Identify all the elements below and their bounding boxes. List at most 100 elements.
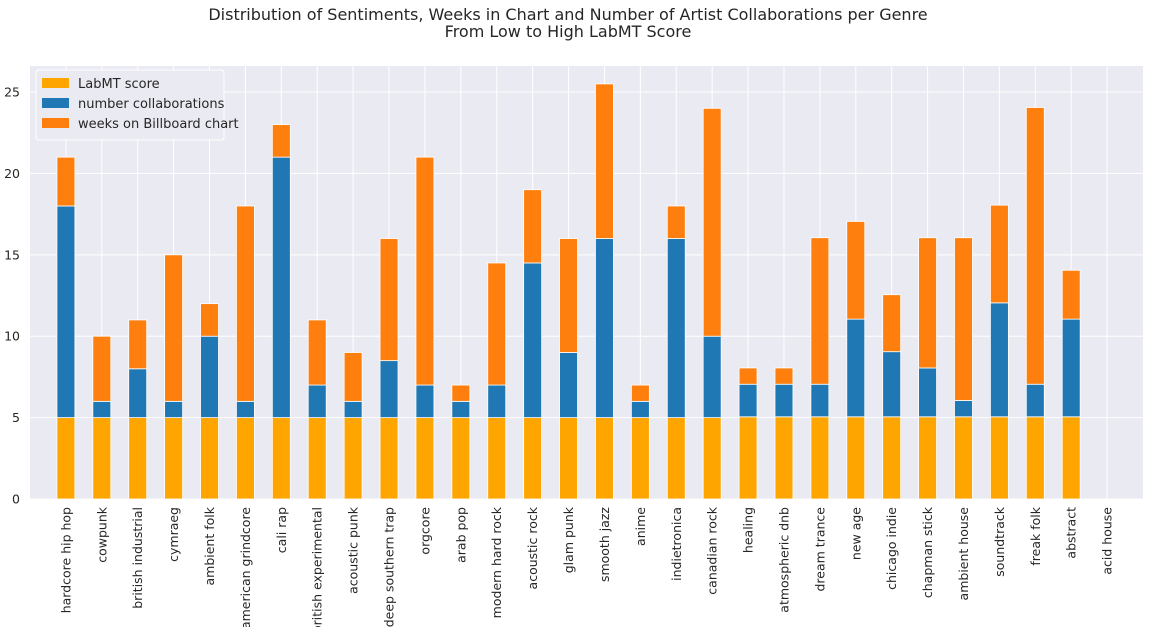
- bar-segment: [271, 417, 291, 500]
- bar-segment: [523, 262, 543, 419]
- bar-segment: [846, 221, 866, 320]
- bar-segment: [774, 383, 794, 418]
- x-tick-label: cowpunk: [94, 506, 109, 563]
- legend-label: weeks on Billboard chart: [78, 117, 239, 132]
- bar-segment: [128, 417, 148, 500]
- x-tick-label: dream trance: [812, 507, 827, 592]
- bar-segment: [1061, 318, 1081, 418]
- bar-segment: [523, 189, 543, 264]
- bar-segment: [200, 335, 219, 419]
- x-tick-label: new age: [848, 507, 863, 560]
- bar-segment: [1025, 107, 1045, 385]
- bar-segment: [954, 416, 973, 500]
- bar-segment: [1061, 269, 1081, 320]
- bar-segment: [595, 238, 614, 419]
- y-tick-label: 10: [4, 329, 20, 344]
- legend-swatch: [42, 78, 69, 88]
- legend: LabMT score number collaborations weeks on…: [35, 69, 239, 141]
- bar-segment: [379, 417, 399, 500]
- x-tick-label: acoustic rock: [525, 506, 540, 589]
- x-tick-label: hardcore hip hop: [58, 507, 73, 613]
- legend-swatch: [42, 118, 69, 128]
- bar-segment: [307, 319, 327, 386]
- x-tick-label: ambient house: [956, 507, 971, 601]
- legend-swatch: [42, 98, 69, 108]
- bar-segment: [343, 352, 363, 402]
- bar-segment: [236, 417, 255, 500]
- bar-segment: [92, 400, 112, 419]
- bar-segment: [630, 417, 650, 500]
- x-tick-label: glam punk: [561, 506, 576, 573]
- bar-segment: [415, 156, 435, 386]
- bar-segment: [523, 417, 543, 500]
- chart-subtitle: From Low to High LabMT Score: [445, 22, 692, 41]
- bar-segment: [954, 237, 973, 401]
- bar-segment: [56, 417, 76, 500]
- bar-segment: [236, 205, 255, 402]
- bar-segment: [666, 417, 686, 500]
- bar-segment: [128, 319, 148, 370]
- x-tick-label: arab pop: [453, 507, 468, 563]
- bar-segment: [56, 156, 76, 207]
- x-tick-label: british experimental: [310, 507, 325, 627]
- bar-segment: [918, 416, 937, 500]
- bar-segment: [846, 416, 866, 500]
- bar-segment: [738, 383, 758, 418]
- bar-segment: [702, 335, 722, 419]
- bar-segment: [451, 417, 471, 500]
- axes: 0 5 10 15 20 25 hardcore hip hop cowpunk british…: [4, 85, 1115, 627]
- legend-label: number collaborations: [78, 97, 225, 112]
- bar-segment: [559, 352, 578, 419]
- bar-segment: [990, 204, 1009, 304]
- bars: [56, 83, 1081, 500]
- bar-segment: [56, 205, 76, 419]
- x-tick-label: modern hard rock: [489, 506, 504, 618]
- bar-segment: [1061, 416, 1081, 500]
- x-tick-label: american grindcore: [238, 507, 253, 627]
- x-tick-label: healing: [741, 507, 756, 553]
- x-tick-label: atmospheric dnb: [776, 507, 791, 613]
- x-tick-label: abstract: [1064, 507, 1079, 559]
- bar-segment: [882, 351, 902, 418]
- bar-segment: [343, 417, 363, 500]
- bar-segment: [451, 400, 471, 419]
- bar-segment: [200, 417, 219, 500]
- bar-segment: [774, 367, 794, 385]
- x-tick-label: cali rap: [274, 507, 289, 553]
- bar-segment: [1025, 383, 1045, 418]
- bar-segment: [1025, 416, 1045, 500]
- x-tick-label: cymraeg: [166, 507, 181, 562]
- bar-segment: [630, 400, 650, 419]
- bar-segment: [451, 384, 471, 402]
- bar-segment: [595, 417, 614, 500]
- bar-segment: [487, 417, 507, 500]
- bar-segment: [702, 417, 722, 500]
- bar-segment: [164, 417, 183, 500]
- bar-segment: [307, 417, 327, 500]
- bar-segment: [918, 367, 937, 418]
- bar-segment: [343, 400, 363, 419]
- bar-segment: [738, 416, 758, 500]
- x-tick-label: acoustic punk: [346, 506, 361, 594]
- bar-segment: [307, 384, 327, 419]
- bar-segment: [774, 416, 794, 500]
- x-tick-label: anime: [633, 507, 648, 546]
- y-tick-label: 5: [12, 410, 20, 425]
- bar-segment: [379, 238, 399, 362]
- bar-segment: [810, 383, 830, 418]
- y-tick-label: 20: [4, 166, 20, 181]
- bar-segment: [92, 417, 112, 500]
- bar-segment: [630, 384, 650, 402]
- bar-segment: [810, 416, 830, 500]
- bar-segment: [92, 335, 112, 402]
- bar-segment: [164, 254, 183, 402]
- x-tick-label: chapman stick: [920, 506, 935, 598]
- y-tick-label: 25: [4, 85, 20, 100]
- bar-segment: [882, 294, 902, 353]
- bar-segment: [487, 384, 507, 419]
- bar-segment: [559, 238, 578, 353]
- x-tick-label: canadian rock: [705, 506, 720, 594]
- bar-segment: [846, 318, 866, 418]
- y-tick-label: 0: [12, 492, 20, 507]
